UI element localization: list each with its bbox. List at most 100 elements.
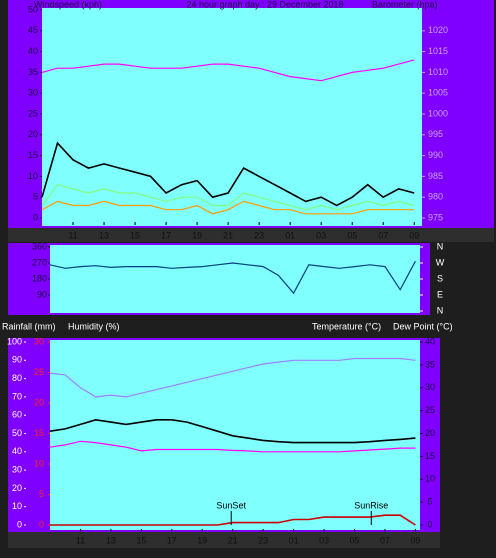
x-tick-label: 21	[228, 535, 238, 545]
x-tick-label: 13	[106, 535, 116, 545]
y3-tick-label: 20	[34, 397, 44, 407]
x-label-strip	[8, 228, 494, 242]
annotation: SunRise	[354, 500, 388, 510]
y-axis-label: Windspeed (kph)	[34, 0, 102, 9]
x-tick-label: 23	[258, 535, 268, 545]
x-tick-label: 03	[316, 230, 326, 240]
x-tick-label: 03	[319, 535, 329, 545]
y2-tick-label: 975	[428, 212, 443, 222]
wind-plot	[42, 8, 422, 226]
series-line	[41, 59, 415, 82]
y3-tick-label: 10	[34, 458, 44, 468]
y2-tick-label: 15	[425, 451, 435, 461]
annotation: SunSet	[216, 500, 246, 510]
y-tick-label: 360	[32, 241, 47, 251]
y2-axis-label: Temperature (°C)	[312, 321, 381, 331]
x-tick-label: 17	[161, 230, 171, 240]
y-tick-label: 270	[32, 257, 47, 267]
y2-tick-label: E	[437, 289, 443, 299]
y-tick-label: 30	[12, 464, 22, 474]
y-tick-label: 15	[28, 150, 38, 160]
y3-tick-label: 0	[39, 519, 44, 529]
y2-tick-label: 20	[425, 428, 435, 438]
y2-tick-label: 1000	[428, 108, 448, 118]
y-tick-label: 80	[12, 373, 22, 383]
x-tick-label: 15	[130, 230, 140, 240]
y-tick-label: 20	[28, 129, 38, 139]
x-label-strip	[8, 532, 440, 548]
y-tick-label: 70	[12, 391, 22, 401]
y-axis-label: Rainfall (mm)	[2, 321, 56, 331]
y-tick-label: 20	[12, 483, 22, 493]
series-line	[41, 200, 415, 215]
y2-tick-label: 990	[428, 150, 443, 160]
x-tick-label: 09	[410, 535, 420, 545]
x-tick-label: 09	[409, 230, 419, 240]
series-line	[41, 141, 415, 207]
series-line	[49, 418, 416, 444]
y-tick-label: 0	[17, 519, 22, 529]
y2-tick-label: W	[436, 257, 445, 267]
y-tick-label: 180	[32, 273, 47, 283]
series-line	[49, 440, 416, 453]
x-tick-label: 13	[99, 230, 109, 240]
y-tick-label: 10	[12, 501, 22, 511]
temp-plot	[50, 340, 420, 530]
y2-tick-label: 1015	[428, 46, 448, 56]
y2-tick-label: N	[437, 241, 444, 251]
y-tick-label: 50	[28, 4, 38, 14]
series-line	[50, 514, 416, 526]
series-line	[49, 260, 416, 295]
x-tick-label: 11	[76, 535, 85, 545]
y2-axis-label: Dew Point (°C)	[393, 321, 453, 331]
y-tick-label: 50	[12, 428, 22, 438]
y-tick-label: 100	[7, 336, 22, 346]
y2-tick-label: 1010	[428, 67, 448, 77]
y-tick-label: 60	[12, 410, 22, 420]
y-tick-label: 40	[12, 446, 22, 456]
x-tick-label: 01	[285, 230, 295, 240]
y2-tick-label: 35	[425, 359, 435, 369]
y-tick-label: 5	[33, 192, 38, 202]
y2-tick-label: 980	[428, 192, 443, 202]
y2-tick-label: 1020	[428, 25, 448, 35]
x-tick-label: 11	[68, 230, 77, 240]
series-line	[49, 357, 416, 398]
y2-axis-label: Barometer (hpa)	[372, 0, 438, 9]
y-tick-label: 10	[28, 171, 38, 181]
y-tick-label: 30	[28, 88, 38, 98]
y3-tick-label: 25	[34, 367, 44, 377]
x-tick-label: 23	[254, 230, 264, 240]
y2-tick-label: 10	[425, 474, 435, 484]
x-tick-label: 17	[167, 535, 177, 545]
direction-plot	[50, 245, 420, 313]
y-tick-label: 90	[37, 289, 47, 299]
x-tick-label: 19	[192, 230, 202, 240]
y3-tick-label: 5	[39, 489, 44, 499]
x-tick-label: 01	[289, 535, 299, 545]
y2-tick-label: 40	[425, 336, 435, 346]
y2-tick-label: 25	[425, 405, 435, 415]
y-tick-label: 45	[28, 25, 38, 35]
y3-tick-label: 15	[34, 428, 44, 438]
y-tick-label: 40	[28, 46, 38, 56]
y2-tick-label: S	[437, 273, 443, 283]
x-tick-label: 07	[378, 230, 388, 240]
y-tick-label: 25	[28, 108, 38, 118]
y2-tick-label: 5	[427, 497, 432, 507]
y2-tick-label: 1005	[428, 88, 448, 98]
x-tick-label: 05	[350, 535, 360, 545]
y3-tick-label: 30	[34, 336, 44, 346]
y-tick-label: 0	[33, 212, 38, 222]
x-tick-label: 07	[380, 535, 390, 545]
y2-tick-label: N	[437, 305, 444, 315]
series-line	[41, 184, 415, 211]
y2-tick-label: 985	[428, 171, 443, 181]
y-axis-label: Humidity (%)	[68, 321, 120, 331]
y2-tick-label: 30	[425, 382, 435, 392]
chart-title: 24 hour graph day : 29 December 2018	[186, 0, 343, 9]
y2-tick-label: 995	[428, 129, 443, 139]
x-tick-label: 21	[223, 230, 233, 240]
y2-tick-label: 0	[427, 519, 432, 529]
